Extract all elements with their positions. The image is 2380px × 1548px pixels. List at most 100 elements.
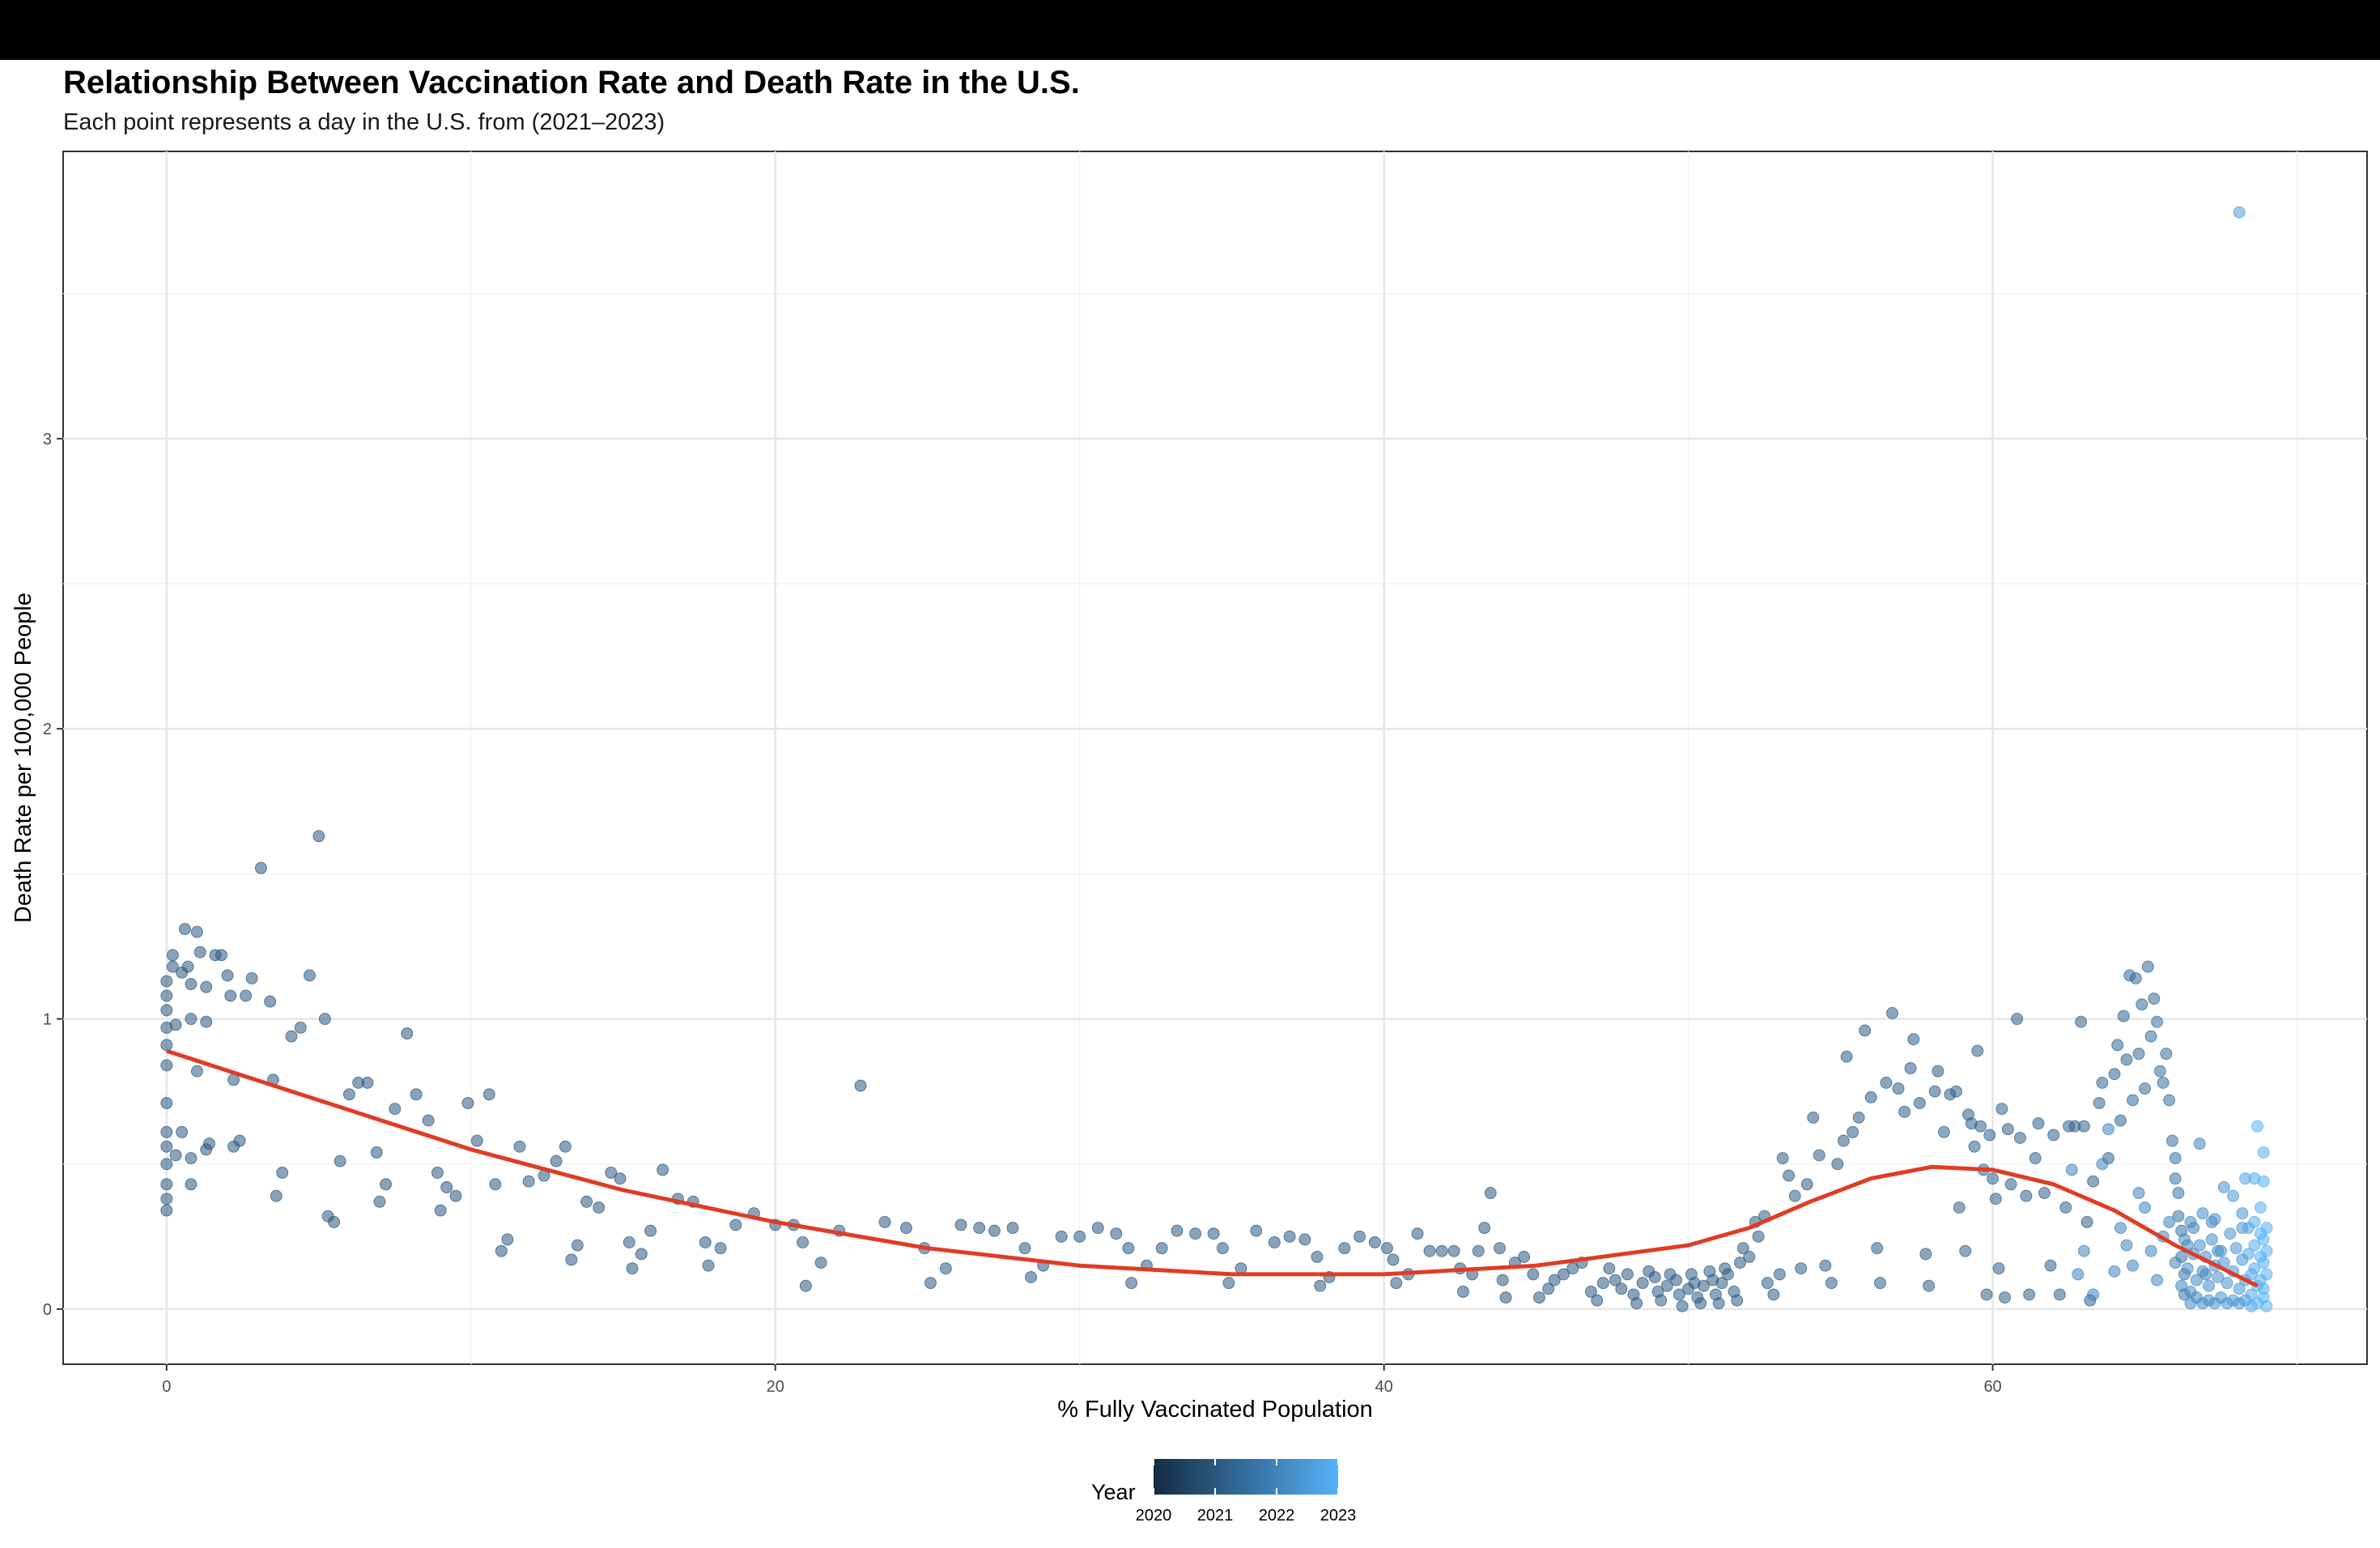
top-black-bar — [0, 0, 2380, 60]
data-point — [1743, 1250, 1756, 1263]
data-point — [2117, 1010, 2130, 1023]
data-point — [233, 1134, 246, 1147]
data-point — [449, 1189, 462, 1202]
data-point — [2114, 1222, 2127, 1235]
data-point — [2111, 1039, 2124, 1052]
data-point — [160, 1125, 173, 1138]
data-point — [2151, 1274, 2164, 1286]
data-point — [1783, 1169, 1796, 1182]
data-point — [699, 1235, 712, 1248]
data-point — [160, 1158, 173, 1171]
data-point — [2120, 1239, 2133, 1252]
data-point — [1125, 1277, 1138, 1290]
plot-panel — [62, 151, 2368, 1365]
data-point — [380, 1178, 393, 1191]
data-point — [2029, 1152, 2042, 1165]
data-point — [1995, 1103, 2008, 1116]
data-point — [185, 1013, 198, 1026]
data-point — [1472, 1244, 1485, 1257]
data-point — [1919, 1248, 1932, 1261]
data-point — [169, 1149, 182, 1162]
data-point — [276, 1166, 289, 1179]
data-point — [160, 1193, 173, 1206]
data-point — [200, 1015, 213, 1028]
data-point — [2217, 1180, 2230, 1193]
data-point — [1974, 1120, 1987, 1133]
data-point — [482, 1088, 495, 1101]
data-point — [1831, 1158, 1844, 1171]
data-point — [644, 1224, 657, 1237]
data-point — [1949, 1085, 1962, 1098]
data-point — [626, 1262, 639, 1275]
color-legend: Year 2020 2021 2022 2023 — [1091, 1459, 1356, 1525]
data-point — [178, 922, 191, 935]
data-point — [2065, 1163, 2078, 1176]
data-point — [254, 861, 267, 874]
data-point — [318, 1013, 331, 1026]
data-point — [1532, 1291, 1545, 1304]
data-point — [1980, 1288, 1993, 1301]
data-point — [2257, 1175, 2270, 1188]
data-point — [1928, 1085, 1941, 1098]
data-point — [169, 1019, 182, 1031]
data-point — [2114, 1114, 2127, 1127]
data-point — [1630, 1297, 1643, 1310]
data-point — [714, 1242, 727, 1255]
data-point — [2020, 1189, 2033, 1202]
data-point — [1736, 1242, 1749, 1255]
data-point — [2077, 1244, 2090, 1257]
data-point — [160, 1004, 173, 1017]
data-point — [160, 1059, 173, 1072]
data-point — [657, 1163, 669, 1176]
data-point — [1496, 1274, 1509, 1286]
data-point — [1207, 1227, 1220, 1240]
data-point — [939, 1262, 952, 1275]
data-point — [176, 1125, 189, 1138]
data-point — [1989, 1193, 2002, 1206]
data-point — [181, 960, 194, 973]
data-point — [245, 972, 258, 985]
data-point — [2011, 1013, 2024, 1026]
data-point — [1761, 1277, 1774, 1290]
chart-subtitle: Each point represents a day in the U.S. … — [63, 109, 665, 135]
data-point — [1971, 1044, 1984, 1057]
data-point — [1968, 1140, 1981, 1153]
data-point — [1091, 1222, 1104, 1235]
data-point — [1615, 1282, 1628, 1295]
data-point — [2165, 1134, 2178, 1147]
data-point — [1937, 1125, 1950, 1138]
data-point — [1283, 1230, 1296, 1243]
data-point — [160, 1178, 173, 1191]
data-point — [2072, 1268, 2085, 1281]
data-point — [294, 1021, 307, 1034]
data-point — [1478, 1222, 1491, 1235]
data-point — [2169, 1257, 2182, 1269]
data-point — [2221, 1277, 2233, 1290]
data-point — [2001, 1123, 2014, 1136]
data-point — [1423, 1244, 1436, 1257]
data-point — [1542, 1282, 1555, 1295]
data-point — [1992, 1262, 2005, 1275]
data-point — [2205, 1233, 2218, 1246]
data-point — [2233, 206, 2246, 219]
y-axis-title: Death Rate per 100,000 People — [11, 593, 36, 923]
data-point — [2160, 1048, 2173, 1061]
data-point — [1721, 1268, 1734, 1281]
data-point — [924, 1277, 937, 1290]
data-point — [2260, 1299, 2273, 1312]
x-axis-ticks: 0 20 40 60 — [162, 1364, 2002, 1396]
y-axis-ticks: 0 1 2 3 — [43, 431, 63, 1319]
data-point — [2075, 1015, 2088, 1028]
data-point — [361, 1076, 374, 1089]
data-points — [160, 206, 2273, 1312]
data-point — [1767, 1288, 1780, 1301]
data-point — [1825, 1277, 1838, 1290]
data-point — [160, 989, 173, 1002]
data-point — [988, 1224, 1001, 1237]
data-point — [1387, 1253, 1400, 1266]
data-point — [2193, 1239, 2206, 1252]
data-point — [1216, 1242, 1229, 1255]
data-point — [2169, 1152, 2182, 1165]
data-point — [1603, 1262, 1616, 1275]
data-point — [1655, 1294, 1668, 1307]
